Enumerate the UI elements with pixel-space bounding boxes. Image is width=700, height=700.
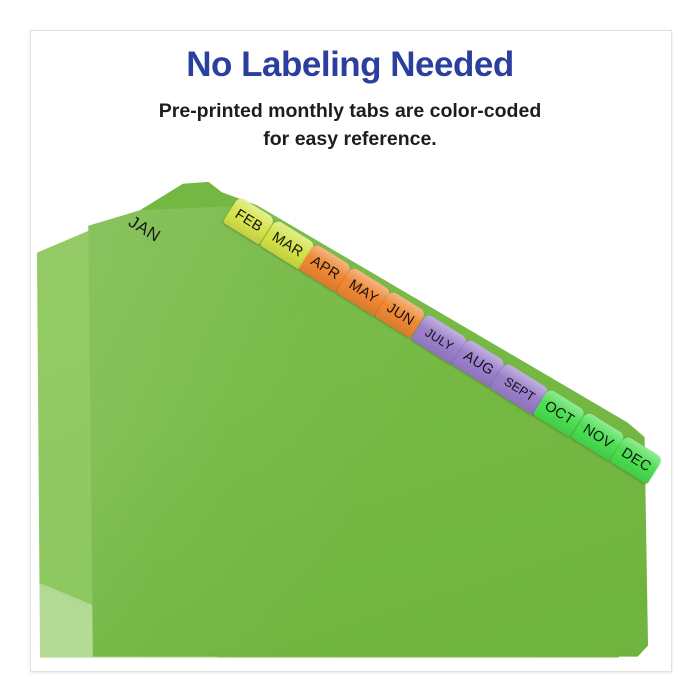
page-subtitle: Pre-printed monthly tabs are color-coded… <box>0 98 700 153</box>
month-tab-label: MAY <box>346 276 382 307</box>
page-subtitle-line-1: Pre-printed monthly tabs are color-coded <box>158 100 542 122</box>
month-tab-label: JULY <box>422 325 457 354</box>
month-tab-label: APR <box>308 252 343 283</box>
month-tab-label: AUG <box>460 347 497 379</box>
month-tab-label: OCT <box>541 397 578 429</box>
month-tab-label: NOV <box>580 420 617 452</box>
page-subtitle-line-2: for easy reference. <box>263 127 437 150</box>
month-tab-label: SEPT <box>501 374 538 404</box>
page-title: No Labeling Needed <box>186 45 514 84</box>
month-tab-label: JUN <box>383 299 418 329</box>
month-tab-label: FEB <box>232 205 266 236</box>
month-tab-label: DEC <box>618 444 655 476</box>
page-edge <box>228 196 698 202</box>
